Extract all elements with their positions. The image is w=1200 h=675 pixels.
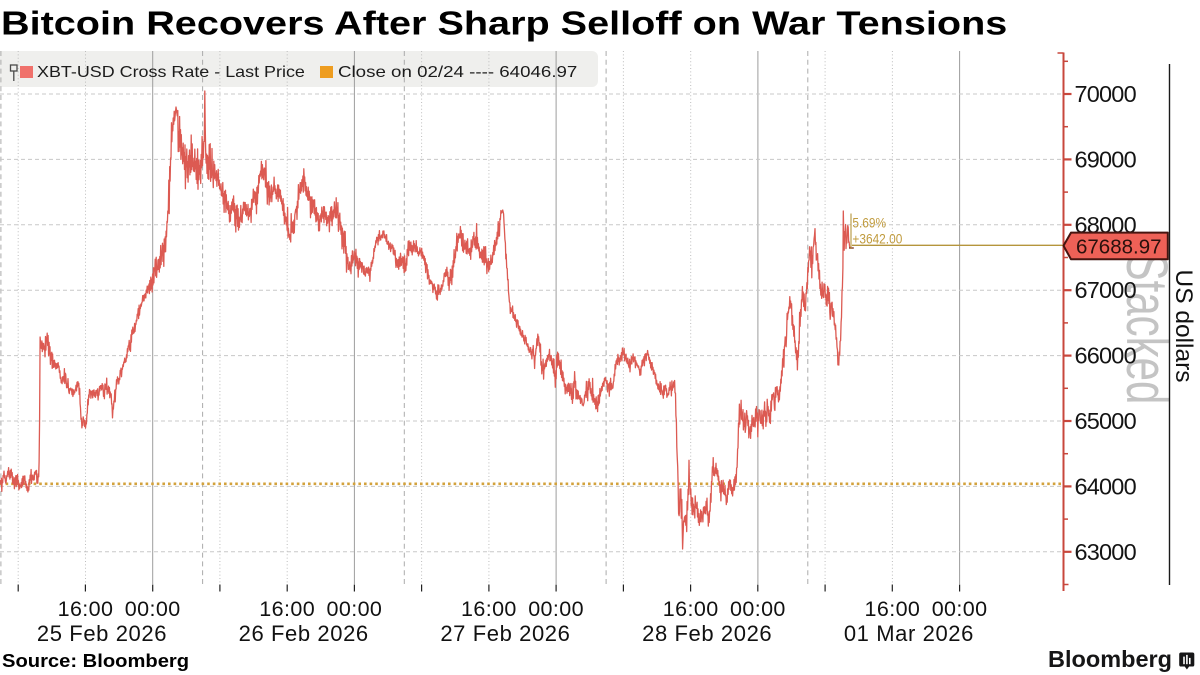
svg-text:00:00: 00:00 [326, 597, 382, 621]
svg-text:27 Feb 2026: 27 Feb 2026 [440, 621, 570, 646]
svg-text:65000: 65000 [1075, 408, 1137, 434]
svg-text:67000: 67000 [1075, 277, 1137, 303]
svg-text:67688.97: 67688.97 [1076, 236, 1162, 259]
svg-text:63000: 63000 [1075, 539, 1137, 565]
svg-text:16:00: 16:00 [259, 597, 315, 621]
svg-text:28 Feb 2026: 28 Feb 2026 [642, 621, 772, 646]
svg-text:64000: 64000 [1075, 473, 1137, 499]
svg-text:00:00: 00:00 [125, 597, 181, 621]
svg-text:US dollars: US dollars [1170, 269, 1197, 382]
svg-text:00:00: 00:00 [730, 597, 786, 621]
svg-text:16:00: 16:00 [663, 597, 719, 621]
svg-text:00:00: 00:00 [528, 597, 584, 621]
svg-text:5.69%: 5.69% [852, 214, 886, 230]
svg-text:+3642.00: +3642.00 [852, 231, 902, 247]
svg-text:00:00: 00:00 [932, 597, 988, 621]
svg-text:16:00: 16:00 [461, 597, 517, 621]
svg-text:16:00: 16:00 [864, 597, 920, 621]
svg-text:69000: 69000 [1075, 146, 1137, 172]
svg-text:66000: 66000 [1075, 343, 1137, 369]
svg-text:16:00: 16:00 [58, 597, 114, 621]
svg-text:25 Feb 2026: 25 Feb 2026 [37, 621, 167, 646]
svg-text:70000: 70000 [1075, 81, 1137, 107]
svg-text:26 Feb 2026: 26 Feb 2026 [239, 621, 369, 646]
svg-text:01 Mar 2026: 01 Mar 2026 [844, 621, 974, 646]
